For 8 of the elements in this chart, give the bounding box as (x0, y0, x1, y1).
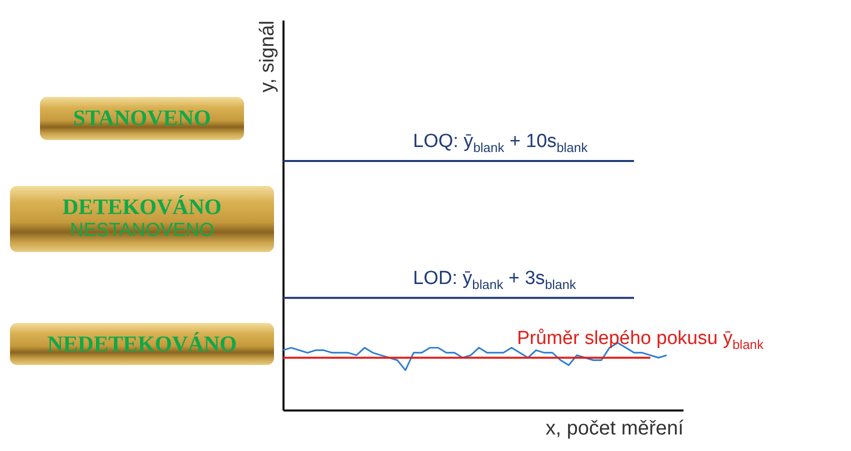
y-axis-title: y, signál (256, 20, 278, 92)
label-plate: STANOVENO (40, 97, 244, 140)
series-label: LOQ: ȳ$_{blank}$ + 10s$_{blank}$ (413, 130, 588, 157)
series-label: LOD: ȳ$_{blank}$ + 3s$_{blank}$ (413, 268, 576, 294)
series-label: Průměr slepého pokusu ȳ$_{blank}$ (517, 328, 764, 354)
label-plate: DETEKOVÁNO NESTANOVENO (10, 186, 274, 252)
label-plate: NEDETEKOVÁNO (10, 323, 274, 365)
x-axis-title: x, počet měření (546, 418, 684, 440)
